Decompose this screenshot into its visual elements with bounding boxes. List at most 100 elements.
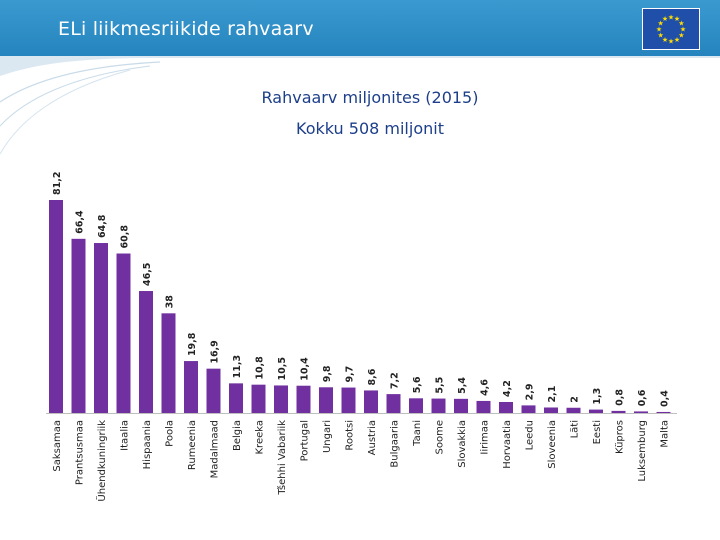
- data-label: 10,8: [255, 356, 266, 380]
- data-label: 2,1: [547, 386, 558, 403]
- bar: [139, 291, 153, 413]
- bar: [341, 387, 356, 413]
- data-label: 4,6: [480, 379, 491, 396]
- category-label: Ungari: [322, 420, 333, 453]
- data-label: 7,2: [390, 372, 401, 389]
- category-label: Kreeka: [255, 420, 266, 455]
- bar: [206, 368, 221, 413]
- eu-flag-icon: ★★★★★★★★★ ★ ★★: [642, 8, 700, 50]
- svg-text:★: ★: [680, 26, 686, 34]
- category-label: Ühendkuningriik: [95, 420, 108, 502]
- data-label: 5,6: [412, 376, 423, 393]
- data-label: 64,8: [97, 214, 108, 238]
- svg-text:★: ★: [662, 36, 668, 44]
- bar: [499, 401, 513, 413]
- data-label: 10,4: [300, 357, 311, 381]
- chart-subtitle: Kokku 508 miljonit: [296, 119, 444, 138]
- category-label: Eesti: [592, 420, 603, 444]
- bar: [476, 400, 491, 413]
- svg-text:★: ★: [657, 20, 663, 28]
- data-label: 10,5: [277, 357, 288, 380]
- data-label: 16,9: [210, 340, 221, 363]
- bar: [611, 410, 626, 413]
- category-label: Portugal: [300, 420, 311, 461]
- category-label: Taani: [412, 420, 423, 447]
- bar: [94, 243, 108, 413]
- data-label: 4,2: [502, 380, 513, 397]
- category-label: Slovakkia: [457, 420, 468, 468]
- bar: [184, 361, 198, 413]
- category-label: Horvaatia: [502, 420, 513, 469]
- bar: [251, 384, 266, 413]
- category-label: Madalmaad: [210, 420, 221, 478]
- category-label: Iirimaa: [480, 420, 491, 455]
- bar: [386, 394, 401, 413]
- data-label: 19,8: [187, 332, 198, 356]
- data-label: 38: [165, 295, 176, 309]
- data-label: 60,8: [120, 225, 131, 249]
- category-label: Sloveenia: [547, 420, 558, 469]
- data-label: 1,3: [592, 388, 603, 405]
- bar: [274, 385, 288, 413]
- data-label: 11,3: [232, 355, 243, 378]
- bar: [161, 313, 176, 413]
- bar: [116, 253, 131, 413]
- category-label: Malta: [660, 420, 671, 448]
- bar: [544, 407, 558, 413]
- bar: [431, 398, 446, 413]
- data-label: 8,6: [367, 368, 378, 385]
- data-label: 46,5: [142, 263, 153, 286]
- slide-title: ELi liikmesriikide rahvaarv: [58, 18, 314, 40]
- svg-text:★: ★: [674, 15, 680, 23]
- category-label: Prantsusmaa: [75, 420, 86, 485]
- category-label: Rootsi: [345, 420, 356, 451]
- category-label: Luksemburg: [637, 420, 648, 482]
- svg-text:★: ★: [674, 36, 680, 44]
- bar: [634, 411, 648, 413]
- header-bar: ELi liikmesriikide rahvaarv ★ ★ ★ ★ ★ ★ ★ ★ ★ ★ ★ ★: [0, 0, 720, 56]
- category-label: Belgia: [232, 420, 243, 451]
- category-label: Küpros: [615, 420, 626, 454]
- bar: [49, 200, 63, 413]
- svg-text:★: ★: [668, 38, 674, 46]
- data-label: 5,4: [457, 377, 468, 394]
- category-label: Tšehhi Vabariik: [276, 420, 288, 496]
- bar: [566, 407, 581, 413]
- data-label: 66,4: [75, 210, 86, 234]
- data-label: 2: [570, 396, 581, 403]
- chart-title: Rahvaarv miljonites (2015): [261, 88, 479, 107]
- data-label: 0,6: [637, 389, 648, 406]
- svg-text:★: ★: [668, 14, 674, 22]
- svg-text:★: ★: [657, 32, 663, 40]
- svg-text:★: ★: [656, 26, 662, 34]
- bar: [589, 409, 603, 413]
- bar: [296, 385, 311, 413]
- category-label: Leedu: [525, 420, 536, 450]
- data-label: 2,9: [525, 384, 536, 401]
- category-label: Poola: [165, 420, 176, 447]
- category-label: Saksamaa: [52, 420, 63, 472]
- data-label: 9,7: [345, 366, 356, 383]
- bar: [71, 238, 86, 413]
- svg-text:★: ★: [678, 32, 684, 40]
- bar: [454, 398, 468, 413]
- bar: [364, 390, 378, 413]
- bar: [229, 383, 243, 413]
- bar: [656, 411, 671, 413]
- category-label: Austria: [367, 420, 378, 455]
- data-label: 0,4: [660, 390, 671, 407]
- category-label: Soome: [435, 420, 446, 454]
- category-label: Itaalia: [120, 420, 131, 451]
- bar: [319, 387, 333, 413]
- data-label: 5,5: [435, 377, 446, 394]
- bar: [521, 405, 536, 413]
- data-label: 81,2: [52, 172, 63, 195]
- data-label: 0,8: [615, 389, 626, 406]
- svg-text:★: ★: [662, 15, 668, 23]
- decorative-swoosh: [0, 56, 720, 155]
- category-label: Rumeenia: [187, 420, 198, 470]
- category-label: Läti: [570, 420, 581, 438]
- category-label: Bulgaaria: [390, 420, 401, 468]
- bar: [409, 398, 423, 413]
